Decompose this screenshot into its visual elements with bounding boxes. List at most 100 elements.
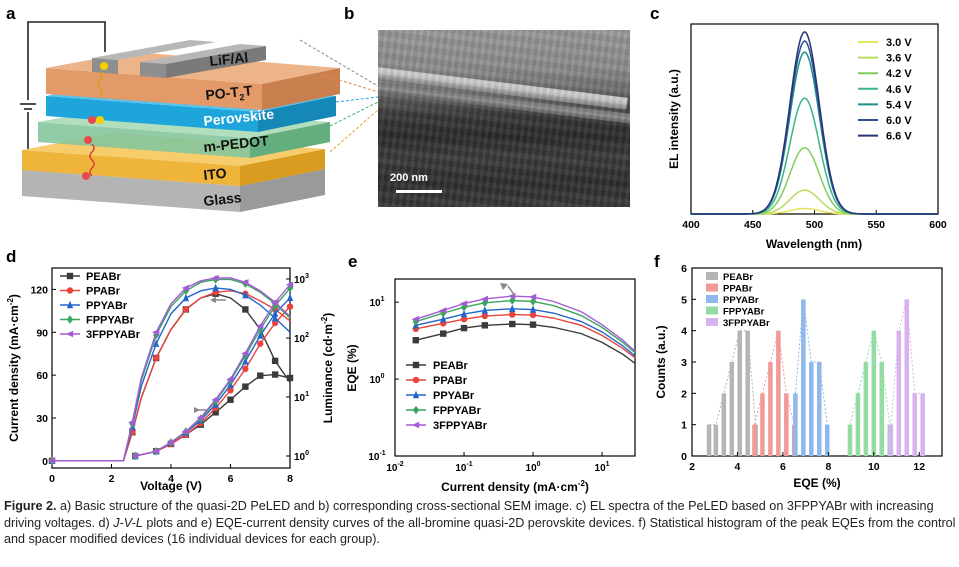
label-ito: ITO [203, 165, 228, 183]
y-right-tick-label: 103 [294, 273, 309, 286]
luminance-marker [151, 448, 160, 455]
x-tick-label: 8 [825, 461, 831, 473]
legend-swatch [706, 295, 718, 303]
y-tick-label: 100 [369, 373, 384, 386]
layer-pot2t-front [46, 68, 262, 110]
legend-marker [412, 376, 420, 384]
connector-pot2t [319, 73, 379, 93]
y-right-tick-label-exp: 0 [305, 450, 309, 457]
y-tick-label: 101 [369, 296, 384, 309]
label-pot2t: PO-T2T [205, 82, 254, 106]
panel-label-a: a [6, 4, 16, 23]
layer-perovskite-side [258, 96, 336, 132]
hist-bar [888, 424, 894, 456]
eqe-marker [460, 316, 468, 323]
jv-marker [241, 279, 249, 286]
luminance-marker [286, 283, 294, 293]
y-axis-label: EQE (%) [345, 344, 359, 391]
y-right-tick-label: 101 [294, 391, 309, 404]
luminance-marker [257, 331, 264, 339]
legend-label: FPPYABr [86, 315, 135, 327]
y-right-tick-label-exp: 1 [305, 391, 309, 398]
legend-marker [65, 330, 74, 338]
y-right-tick-label-base: 10 [294, 393, 306, 404]
y-label-left-text: Current density (mA·cm [7, 305, 21, 442]
y-tick-label: 5 [681, 294, 687, 306]
y-label-right-text: Luminance (cd·m [321, 324, 335, 423]
hist-bar [776, 330, 781, 456]
y-tick-label: 1 [681, 420, 687, 432]
hist-bar [896, 330, 902, 456]
hist-bar [912, 393, 917, 456]
eqe-marker [481, 306, 489, 314]
y-label-right-end: ) [321, 313, 335, 317]
legend-marker [412, 361, 420, 369]
y-right-tick-label-base: 10 [294, 452, 306, 463]
luminance-marker [242, 351, 249, 360]
plot-frame [394, 278, 636, 457]
spectrum-curve [691, 147, 938, 215]
label-lifal: LiF/Al [209, 49, 249, 69]
label-perovskite: Perovskite [203, 106, 275, 129]
electron-dot-1 [100, 62, 108, 70]
x-tick-label-base: 10 [386, 463, 398, 474]
y-right-tick-label: 102 [294, 332, 309, 345]
y-right-tick-label-base: 10 [294, 275, 306, 286]
y-axis-label: EL intensity (a.u.) [667, 69, 681, 169]
hist-bar [801, 299, 806, 456]
y-tick-label: 4 [681, 326, 687, 338]
label-glass: Glass [203, 189, 243, 209]
y-right-tick-label: 100 [294, 450, 309, 463]
luminance-marker [257, 325, 264, 334]
legend-label: PPABr [433, 375, 468, 387]
hist-bar [879, 362, 885, 456]
legend-label: 6.6 V [886, 131, 912, 143]
x-tick-label: 550 [867, 219, 885, 231]
x-axis-label: Wavelength (nm) [766, 237, 862, 251]
luminance-marker [286, 374, 294, 382]
legend-marker [411, 421, 420, 429]
legend-marker [66, 272, 74, 280]
legend-label: FPPYABr [723, 307, 765, 318]
x-tick-label: 8 [287, 473, 293, 485]
panel-label-d: d [6, 247, 17, 266]
legend-swatch [706, 306, 718, 315]
legend-label: PPABr [86, 286, 121, 298]
electrode-1-top [92, 40, 216, 60]
x-tick-label: 101 [595, 461, 610, 474]
legend-label: PEABr [723, 272, 753, 283]
legend-label: PPYABr [723, 295, 759, 306]
layer-ito-front [22, 150, 240, 186]
x-tick-label: 100 [526, 461, 541, 474]
eqe-marker [509, 304, 516, 312]
eqe-curve [415, 323, 636, 364]
eqe-marker [480, 295, 489, 303]
x-label-sup: -2 [578, 479, 586, 488]
x-axis-label: Voltage (V) [140, 479, 202, 493]
luminance-marker [226, 376, 234, 383]
hist-bar [817, 362, 822, 456]
x-tick-label: 2 [109, 473, 115, 485]
luminance-curve [135, 297, 291, 457]
figure-caption: Figure 2. a) Basic structure of the quas… [4, 498, 956, 548]
caption-part-2: plots and e) EQE-current density curves … [4, 515, 956, 547]
eqe-marker [412, 337, 419, 344]
device-structure-diagram: LiF/Al PO-T2T Perovskite m-PEDOT ITO Gla… [20, 21, 379, 212]
hist-bar [745, 330, 750, 456]
x-tick-label-exp: 0 [537, 461, 541, 468]
y-right-tick-label-exp: 2 [305, 332, 309, 339]
x-tick-label-exp: 1 [606, 461, 610, 468]
legend-label: PEABr [433, 360, 469, 372]
jv-marker [152, 354, 160, 362]
legend-label: 3.0 V [886, 37, 912, 49]
chart-el-spectra: 400 450 500 550 600 3.0 V 3.6 V 4.2 V 4.6 V 5.4 … [667, 23, 947, 251]
label-mpedot: m-PEDOT [203, 132, 270, 155]
hole-dot-2 [84, 136, 92, 144]
hist-bar [793, 393, 798, 456]
y-tick-label-exp: -1 [379, 450, 385, 457]
layer-ito-side [240, 149, 325, 186]
electron-path [97, 71, 103, 97]
eqe-marker [439, 307, 447, 314]
electrode-2-side [166, 46, 266, 78]
y-tick-label-base: 10 [368, 452, 380, 463]
